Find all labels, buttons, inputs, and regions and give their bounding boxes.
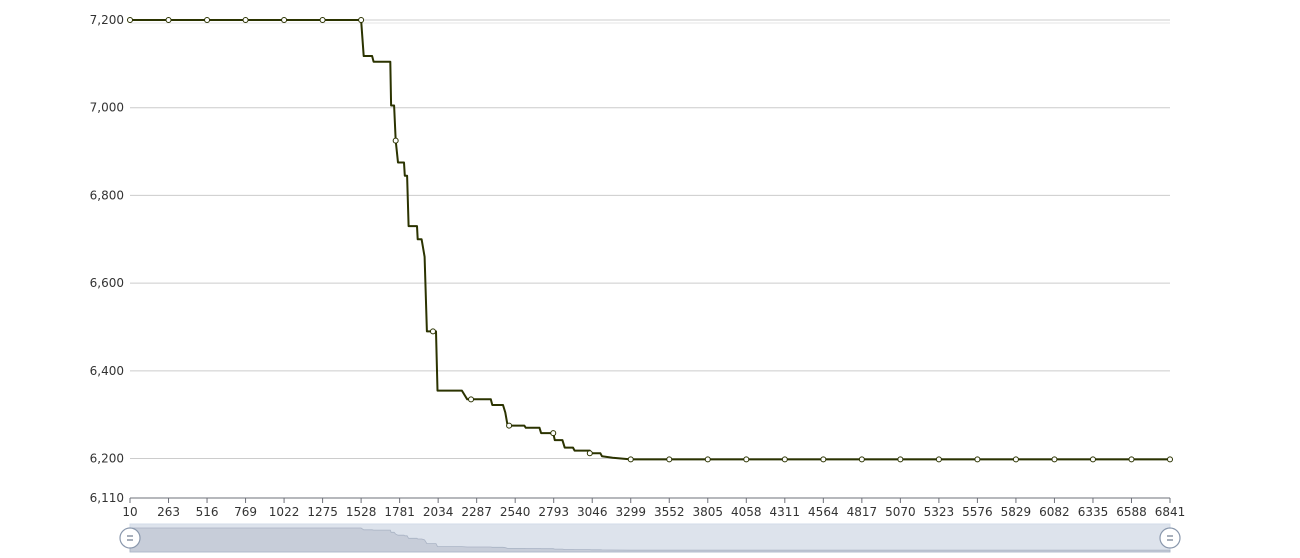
- data-point: [974, 456, 981, 463]
- zoom-slider[interactable]: [119, 523, 1181, 553]
- data-point: [897, 456, 904, 463]
- x-tick-label: 4311: [770, 505, 801, 519]
- y-tick-label: 6,200: [90, 452, 124, 466]
- data-point: [935, 456, 942, 463]
- y-tick-label: 6,400: [90, 364, 124, 378]
- data-point: [1128, 456, 1135, 463]
- zoom-handle-left[interactable]: [119, 527, 141, 549]
- data-point: [127, 17, 133, 23]
- x-axis: 10 263 516 769 1022 1275 1528 1781 2034 2287 2540 2…: [122, 497, 1186, 519]
- series-line: [130, 19, 1170, 461]
- x-tick-label: 3805: [693, 505, 724, 519]
- x-tick-label: 1022: [269, 505, 300, 519]
- data-point: [1012, 456, 1019, 463]
- y-tick-label: 6,110: [90, 491, 124, 505]
- series-layer: [127, 17, 1173, 463]
- data-point: [1089, 456, 1096, 463]
- y-tick-label: 6,800: [90, 188, 124, 202]
- x-tick-label: 2034: [423, 505, 454, 519]
- x-tick-label: 6335: [1078, 505, 1109, 519]
- data-point: [1051, 456, 1058, 463]
- x-tick-label: 5576: [962, 505, 993, 519]
- x-tick-label: 6082: [1039, 505, 1070, 519]
- zoom-handle-knob[interactable]: [119, 527, 141, 549]
- x-tick-label: 10: [122, 505, 137, 519]
- x-tick-label: 1781: [384, 505, 415, 519]
- x-tick-label: 5323: [924, 505, 955, 519]
- x-tick-label: 1275: [307, 505, 338, 519]
- data-point: [468, 396, 475, 403]
- data-point: [820, 456, 827, 463]
- x-tick-label: 3046: [577, 505, 608, 519]
- data-point: [358, 17, 365, 23]
- data-point: [1167, 456, 1173, 463]
- y-axis-labels: 6,110 6,200 6,400 6,600 6,800 7,000 7,200: [90, 13, 124, 505]
- grid-lines: [130, 19, 1170, 460]
- data-point: [429, 328, 436, 335]
- data-point: [392, 137, 399, 144]
- x-tick-label: 2540: [500, 505, 531, 519]
- x-tick-label: 5829: [1001, 505, 1032, 519]
- data-point: [165, 17, 172, 23]
- y-tick-label: 6,600: [90, 276, 124, 290]
- x-tick-label: 3299: [615, 505, 646, 519]
- x-tick-label: 6588: [1116, 505, 1147, 519]
- x-tick-label: 263: [157, 505, 180, 519]
- zoom-handle-right[interactable]: [1159, 527, 1181, 549]
- x-tick-label: 6841: [1155, 505, 1186, 519]
- data-point: [506, 422, 513, 429]
- data-point: [242, 17, 249, 23]
- x-tick-label: 4058: [731, 505, 762, 519]
- data-point: [666, 456, 673, 463]
- data-point: [204, 17, 211, 23]
- x-tick-label: 2287: [461, 505, 492, 519]
- zoom-slider-preview: [129, 527, 1171, 553]
- x-tick-label: 769: [234, 505, 257, 519]
- y-tick-label: 7,200: [90, 13, 124, 27]
- zoom-handle-knob[interactable]: [1159, 527, 1181, 549]
- data-point: [704, 456, 711, 463]
- data-point: [281, 17, 288, 23]
- y-tick-label: 7,000: [90, 101, 124, 115]
- data-point: [858, 456, 865, 463]
- data-point: [743, 456, 750, 463]
- data-point: [586, 450, 593, 457]
- x-tick-label: 5070: [885, 505, 916, 519]
- data-point: [319, 17, 326, 23]
- data-point: [550, 430, 557, 437]
- x-tick-label: 1528: [346, 505, 377, 519]
- x-tick-label: 516: [196, 505, 219, 519]
- data-point: [781, 456, 788, 463]
- data-point: [627, 456, 634, 463]
- x-tick-label: 2793: [538, 505, 569, 519]
- x-tick-label: 4817: [847, 505, 878, 519]
- x-tick-label: 3552: [654, 505, 685, 519]
- x-tick-label: 4564: [808, 505, 839, 519]
